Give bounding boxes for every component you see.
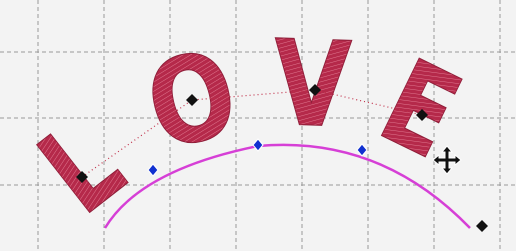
design-canvas: L O V E: [0, 0, 516, 251]
letter[interactable]: V: [271, 14, 354, 155]
page: L O V E (() => { const data = JSON.parse…: [0, 0, 516, 251]
